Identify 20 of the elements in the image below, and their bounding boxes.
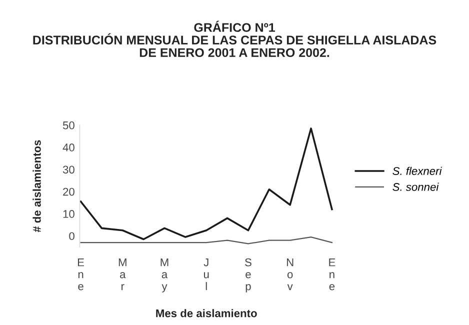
x-tick-label: Sep: [245, 258, 252, 292]
x-tick-label: Ene: [329, 258, 336, 290]
y-axis-title: # de aislamientos: [32, 140, 41, 232]
chart-title: GRÁFICO Nº1 DISTRIBUCIÓN MENSUAL DE LAS CEPAS DE SHIGELLA AISLADAS DE ENERO 2001 A ENERO 2002.: [33, 20, 436, 58]
x-tick-label: Jul: [204, 258, 209, 290]
y-tick-label: 50: [62, 121, 74, 130]
legend-label: S. flexneri: [392, 166, 442, 175]
x-tick-label: Ene: [78, 258, 84, 290]
y-tick-label: 20: [63, 188, 74, 196]
x-tick-label: Nov: [286, 258, 294, 290]
line-series: [80, 128, 333, 240]
legend-label: S. sonnei: [392, 182, 439, 191]
y-tick-label: 10: [63, 210, 74, 218]
y-tick-label: 30: [62, 166, 74, 174]
x-tick-label: Mar: [118, 258, 126, 290]
x-tick-label: May: [160, 258, 168, 292]
y-tick-label: 0: [69, 232, 74, 240]
line-series: [80, 236, 332, 244]
x-axis-title: Mes de aislamiento: [156, 309, 257, 318]
y-tick-label: 40: [62, 144, 74, 152]
